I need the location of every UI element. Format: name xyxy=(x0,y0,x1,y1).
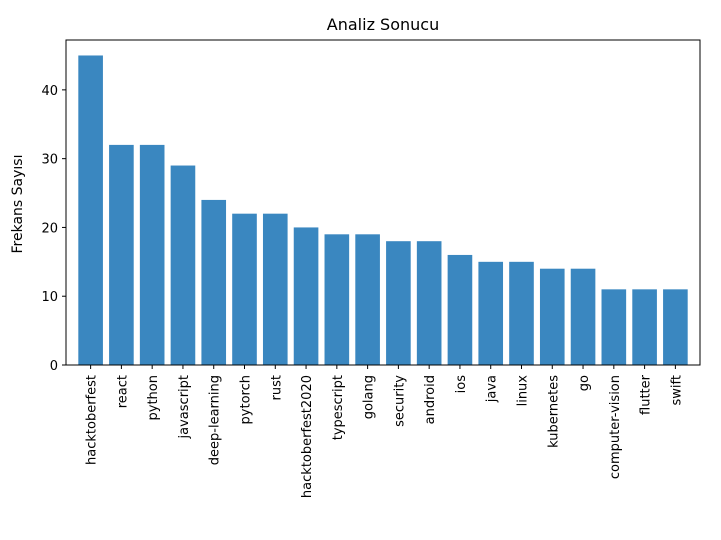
bar-javascript xyxy=(170,165,196,365)
plot-frame xyxy=(65,39,701,366)
x-tick-label: linux xyxy=(515,375,530,407)
x-tick-label: python xyxy=(146,375,161,420)
y-tick-label: 20 xyxy=(41,221,58,236)
bar-hacktoberfest xyxy=(78,55,103,365)
y-axis-label: Frekans Sayısı xyxy=(10,155,26,254)
x-tick-label: hacktoberfest2020 xyxy=(300,375,315,498)
bar-swift xyxy=(663,289,688,365)
bar-deep-learning xyxy=(201,199,227,365)
bar-pytorch xyxy=(232,213,257,365)
chart-title: Analiz Sonucu xyxy=(327,15,439,34)
bar-flutter xyxy=(632,289,657,365)
x-tick-label: react xyxy=(115,375,130,408)
bar-go xyxy=(570,268,596,365)
bar-computer-vision xyxy=(601,289,627,365)
x-tick-label: deep-learning xyxy=(208,375,223,465)
y-tick-label: 10 xyxy=(41,290,58,305)
bar-rust xyxy=(262,213,288,365)
bar-python xyxy=(139,144,165,365)
bar-ios xyxy=(447,254,473,365)
bar-golang xyxy=(355,234,380,365)
x-tick-label: java xyxy=(485,375,500,403)
y-ticks-group: 0 10 20 30 40 xyxy=(41,84,66,374)
x-ticks-group: hacktoberfest react python javascript deep-l… xyxy=(85,365,684,498)
bar-linux xyxy=(509,261,534,365)
bar-java xyxy=(478,261,504,365)
x-tick-label: hacktoberfest xyxy=(85,375,100,465)
bar-security xyxy=(386,241,411,365)
x-tick-label: kubernetes xyxy=(546,375,561,448)
bar-kubernetes xyxy=(539,268,565,365)
bar-typescript xyxy=(324,234,350,365)
x-tick-label: golang xyxy=(362,375,377,419)
x-tick-label: ios xyxy=(454,375,469,394)
bar-android xyxy=(416,241,442,365)
x-tick-label: android xyxy=(423,375,438,424)
x-tick-label: computer-vision xyxy=(608,375,623,479)
x-tick-label: swift xyxy=(669,375,684,405)
x-tick-label: flutter xyxy=(639,374,654,415)
bar-react xyxy=(109,144,134,365)
y-tick-label: 30 xyxy=(41,153,58,168)
x-tick-label: rust xyxy=(269,375,284,400)
bar-hacktoberfest2020 xyxy=(293,227,319,365)
x-tick-label: go xyxy=(577,375,592,391)
x-tick-label: javascript xyxy=(177,375,192,439)
y-tick-label: 0 xyxy=(50,359,58,374)
x-tick-label: pytorch xyxy=(239,375,254,424)
bars-group xyxy=(78,55,688,365)
x-tick-label: typescript xyxy=(331,375,346,440)
x-tick-label: security xyxy=(392,375,407,427)
y-tick-label: 40 xyxy=(41,84,58,99)
